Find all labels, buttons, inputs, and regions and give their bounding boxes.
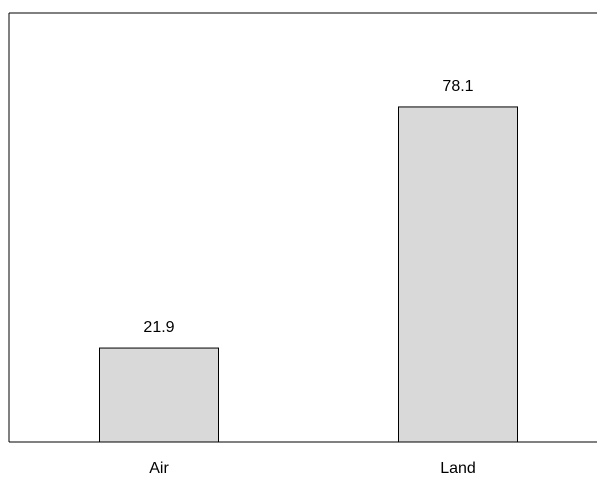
- bar-land: [399, 107, 518, 442]
- bar-air: [100, 348, 219, 442]
- bar-value-label-land: 78.1: [442, 78, 473, 95]
- x-tick-label-air: Air: [149, 460, 169, 477]
- bar-value-label-air: 21.9: [143, 319, 174, 336]
- x-tick-label-land: Land: [440, 460, 476, 477]
- bars-layer: [100, 107, 518, 442]
